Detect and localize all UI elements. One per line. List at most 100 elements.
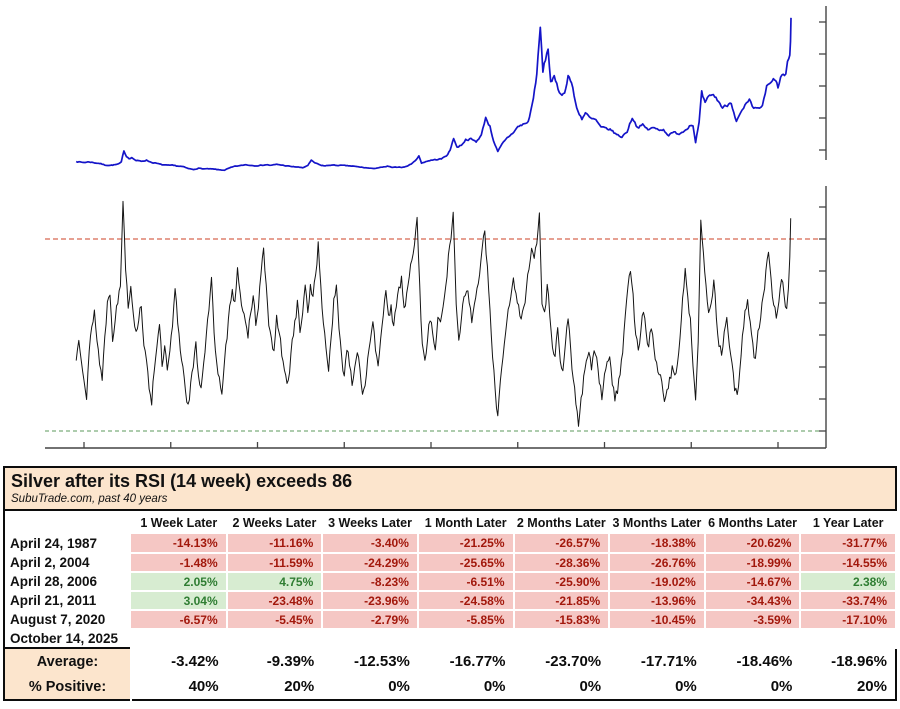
signal-date: October 14, 2025	[4, 629, 131, 648]
table-row: October 14, 2025	[4, 629, 897, 649]
percent-positive-row: % Positive: 40% 20% 0% 0% 0% 0% 0% 20%	[4, 674, 896, 700]
summary-cell: -12.53%	[322, 647, 418, 674]
return-cell: 2.38%	[800, 572, 897, 592]
summary-cell: -9.39%	[226, 647, 323, 674]
column-header: 2 Months Later	[513, 510, 611, 534]
return-cell: -14.67%	[704, 572, 802, 592]
signal-date: April 24, 1987	[4, 534, 131, 553]
return-cell: -5.45%	[226, 610, 324, 630]
return-cell: -25.65%	[417, 553, 515, 573]
return-cell: -33.74%	[800, 591, 897, 611]
return-cell: -3.59%	[704, 610, 802, 630]
date-column-header	[4, 510, 132, 534]
return-cell: -19.02%	[609, 572, 706, 592]
column-header: 1 Year Later	[800, 510, 897, 534]
column-header: 2 Weeks Later	[226, 510, 324, 534]
return-cell: -14.13%	[131, 534, 228, 554]
signal-date: August 7, 2020	[4, 610, 131, 629]
table-body: April 24, 1987 -14.13% -11.16% -3.40% -21.25…	[4, 534, 897, 649]
summary-cell: 0%	[579, 678, 602, 695]
return-cell: -8.23%	[322, 572, 419, 592]
return-cell	[226, 629, 324, 649]
return-cell: 4.75%	[226, 572, 324, 592]
signal-date: April 21, 2011	[4, 591, 131, 610]
return-cell: -15.83%	[513, 610, 611, 630]
column-header: 6 Months Later	[704, 510, 802, 534]
summary-cell: 0%	[388, 678, 410, 695]
summary-cell: -16.77%	[417, 647, 514, 674]
column-header: 1 Month Later	[417, 510, 515, 534]
summary-cell: 0%	[675, 678, 697, 695]
return-cell	[704, 629, 802, 649]
return-cell: -20.62%	[704, 534, 802, 554]
return-cell: -6.57%	[131, 610, 228, 630]
return-cell: -34.43%	[704, 591, 802, 611]
return-cell	[513, 629, 611, 649]
table-title: Silver after its RSI (14 week) exceeds 8…	[11, 471, 353, 491]
summary-cell: 40%	[188, 678, 219, 695]
return-cell: -13.96%	[609, 591, 706, 611]
column-header: 3 Months Later	[609, 510, 706, 534]
return-cell: 3.04%	[131, 591, 228, 611]
return-cell: -25.90%	[513, 572, 611, 592]
charts-svg	[45, 6, 827, 449]
return-cell: -26.76%	[609, 553, 706, 573]
summary-cell: -18.46%	[704, 647, 801, 674]
summary-cell: 20%	[284, 678, 315, 695]
return-cell: -24.29%	[322, 553, 419, 573]
charts-area	[45, 6, 827, 449]
summary-label: Average:	[4, 647, 132, 674]
return-cell: -1.48%	[131, 553, 228, 573]
summary-cell: -3.42%	[131, 647, 227, 674]
return-cell: -5.85%	[417, 610, 515, 630]
return-cell: -3.40%	[322, 534, 419, 554]
return-cell: -18.38%	[609, 534, 706, 554]
column-header: 1 Week Later	[131, 510, 228, 534]
return-cell: -6.51%	[417, 572, 515, 592]
return-cell	[609, 629, 706, 649]
return-cell: -10.45%	[609, 610, 706, 630]
return-cell: -31.77%	[800, 534, 897, 554]
return-cell	[322, 629, 419, 649]
summary-cell: -18.96%	[800, 647, 896, 674]
returns-table: Silver after its RSI (14 week) exceeds 8…	[3, 466, 897, 701]
table-header-row: 1 Week Later 2 Weeks Later 3 Weeks Later 1 …	[4, 510, 897, 534]
table-summary: Average: -3.42% -9.39% -12.53% -16.77% -23.70…	[4, 647, 896, 700]
return-cell: -14.55%	[800, 553, 897, 573]
signal-date: April 2, 2004	[4, 553, 131, 572]
table-title-row: Silver after its RSI (14 week) exceeds 8…	[4, 467, 896, 511]
return-cell: -21.85%	[513, 591, 611, 611]
return-cell: -21.25%	[417, 534, 515, 554]
rsi-line	[75, 200, 792, 427]
table-row: August 7, 2020 -6.57% -5.45% -2.79% -5.85% -1…	[4, 610, 897, 630]
average-row: Average: -3.42% -9.39% -12.53% -16.77% -23.70…	[4, 647, 896, 674]
return-cell: -23.96%	[322, 591, 419, 611]
return-cell: 2.05%	[131, 572, 228, 592]
return-cell: -18.99%	[704, 553, 802, 573]
column-header: 3 Weeks Later	[322, 510, 419, 534]
return-cell	[800, 629, 897, 649]
table-row: April 2, 2004 -1.48% -11.59% -24.29% -25.65%…	[4, 553, 897, 573]
return-cell: -26.57%	[513, 534, 611, 554]
table-row: April 24, 1987 -14.13% -11.16% -3.40% -21.25…	[4, 534, 897, 554]
table-row: April 21, 2011 3.04% -23.48% -23.96% -24.58%…	[4, 591, 897, 611]
signal-date: April 28, 2006	[4, 572, 131, 591]
summary-cell: 0%	[770, 678, 793, 695]
return-cell: -23.48%	[226, 591, 324, 611]
table-row: April 28, 2006 2.05% 4.75% -8.23% -6.51% -25.…	[4, 572, 897, 592]
return-cell: -24.58%	[417, 591, 515, 611]
silver-price-line	[75, 17, 792, 172]
return-cell: -17.10%	[800, 610, 897, 630]
summary-cell: 20%	[856, 678, 887, 695]
return-cell: -11.16%	[226, 534, 324, 554]
return-cell	[131, 629, 228, 649]
summary-cell: -23.70%	[513, 647, 610, 674]
table-subtitle: SubuTrade.com, past 40 years	[11, 493, 168, 505]
return-cell: -11.59%	[226, 553, 324, 573]
return-cell: -2.79%	[322, 610, 419, 630]
summary-cell: -17.71%	[609, 647, 705, 674]
return-cell	[417, 629, 515, 649]
summary-cell: 0%	[483, 678, 506, 695]
summary-label: % Positive:	[4, 674, 132, 700]
